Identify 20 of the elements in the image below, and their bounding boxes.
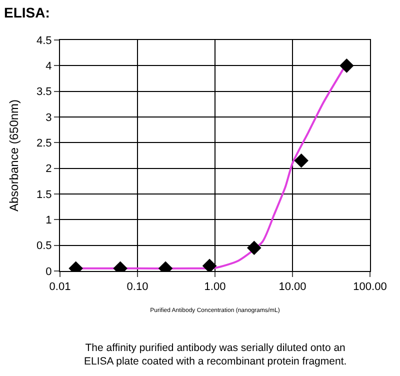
y-tick-label: 1.5 bbox=[36, 188, 52, 201]
text: The affinity purified antibody was serially diluted onto an ELISA plate coated with a recombinant protein fragment. bbox=[84, 342, 347, 368]
chart-title: ELISA: bbox=[4, 4, 50, 20]
y-tick-label: 4.5 bbox=[36, 34, 52, 47]
y-tick-label: 1 bbox=[46, 214, 52, 227]
x-tick-label: 0.01 bbox=[49, 281, 71, 294]
x-tick-label: 10.00 bbox=[278, 281, 306, 294]
y-tick-label: 0.5 bbox=[36, 240, 52, 252]
point bbox=[294, 153, 308, 168]
y-tick-label: 3 bbox=[46, 112, 52, 124]
y-axis-title: Absorbance (650nm) bbox=[6, 99, 21, 212]
y-tick-label: 2 bbox=[46, 163, 52, 176]
point bbox=[340, 58, 354, 73]
y-tick-label: 2.5 bbox=[36, 138, 52, 150]
y-tick-label: 0 bbox=[46, 266, 52, 278]
y-tick-label: 4 bbox=[46, 60, 52, 73]
y-tick-label: 3.5 bbox=[36, 86, 52, 98]
x-tick-label: 1.00 bbox=[204, 281, 226, 294]
x-tick-label: 0.10 bbox=[126, 281, 148, 294]
x-tick-label: 100.00 bbox=[353, 281, 387, 294]
